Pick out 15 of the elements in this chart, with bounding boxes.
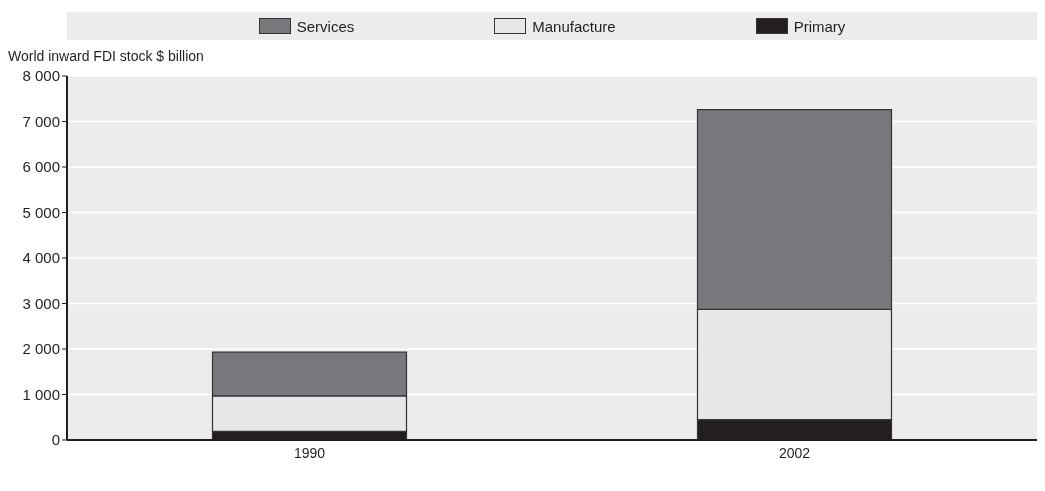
legend-label: Primary xyxy=(793,17,846,35)
y-tick-label: 7 000 xyxy=(22,112,60,130)
y-tick-label: 0 xyxy=(51,431,60,449)
y-tick-label: 6 000 xyxy=(22,158,60,176)
legend-label: Manufacture xyxy=(532,17,616,35)
y-tick-label: 1 000 xyxy=(22,385,60,403)
y-tick-label: 3 000 xyxy=(22,294,60,312)
x-tick-label: 2002 xyxy=(778,444,811,461)
y-tick-label: 8 000 xyxy=(22,67,60,85)
y-tick-label: 5 000 xyxy=(22,203,60,221)
y-axis-title: World inward FDI stock $ billion xyxy=(8,48,204,64)
legend-label: Services xyxy=(296,17,355,35)
y-tick-label: 2 000 xyxy=(22,340,60,358)
x-tick-label: 1990 xyxy=(293,444,326,461)
y-tick-label: 4 000 xyxy=(22,249,60,267)
